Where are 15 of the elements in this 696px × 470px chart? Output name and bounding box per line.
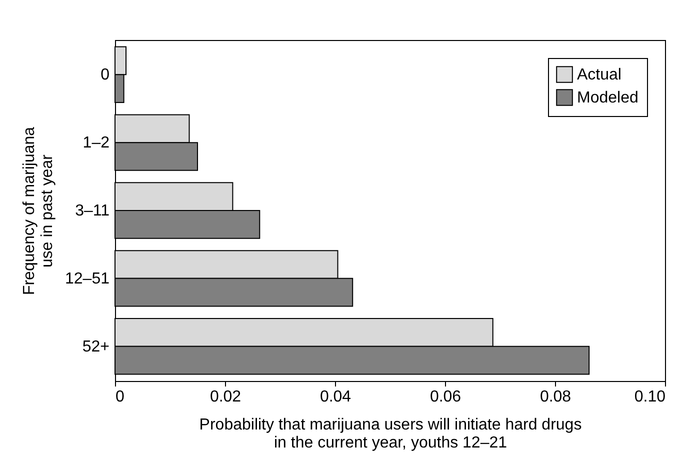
y-tick-label: 52+ (82, 338, 110, 356)
y-tick-label: 12–51 (65, 270, 110, 288)
x-tick-label: 0.06 (430, 388, 462, 406)
x-tick-label: 0.08 (540, 388, 572, 406)
legend-label: Modeled (577, 90, 638, 106)
legend-label: Actual (577, 66, 622, 84)
x-tick-label: 0.10 (634, 388, 666, 406)
x-axis-title: Probability that marijuana users will initiate hard drugs in the current year, youths 12–21 (199, 416, 582, 452)
x-tick-label: 0 (116, 388, 124, 406)
y-tick-label: 0 (100, 66, 110, 84)
y-axis-title: Frequency of marijuana use in past year (21, 126, 56, 296)
y-tick-label: 3–11 (75, 202, 110, 220)
x-tick-label: 0.04 (320, 388, 352, 406)
x-tick-label: 0.02 (210, 388, 242, 406)
y-tick-label: 1–2 (82, 134, 110, 152)
